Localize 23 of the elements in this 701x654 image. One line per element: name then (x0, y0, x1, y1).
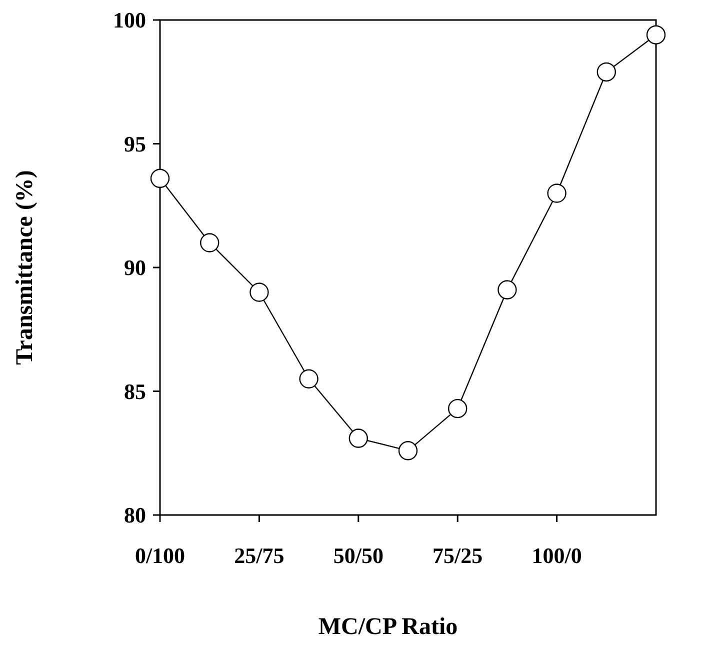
point (150, 168, 170, 188)
y-tick-label: 95 (124, 131, 146, 156)
point (200, 233, 220, 252)
point (498, 280, 517, 300)
x-tick-label: 0/100 (134, 543, 186, 568)
y-tick-label: 80 (124, 502, 146, 528)
y-axis-title: Transmittance (%) (12, 170, 38, 365)
point (250, 282, 269, 302)
x-axis-title: MC/CP Ratio (318, 614, 458, 640)
x-tick-label: 25/75 (234, 543, 284, 568)
y-tick-label: 85 (124, 378, 146, 404)
point (398, 441, 418, 460)
y-tick-label: 100 (113, 8, 146, 33)
point (596, 62, 616, 82)
x-tick-label: 75/25 (432, 543, 483, 568)
x-tick-label: 100/0 (532, 543, 582, 568)
point (448, 398, 468, 418)
x-tick-label: 50/50 (333, 543, 384, 568)
point (646, 25, 666, 44)
point (299, 369, 318, 388)
point (547, 184, 566, 203)
y-tick-label: 90 (124, 255, 146, 280)
point (348, 428, 368, 448)
